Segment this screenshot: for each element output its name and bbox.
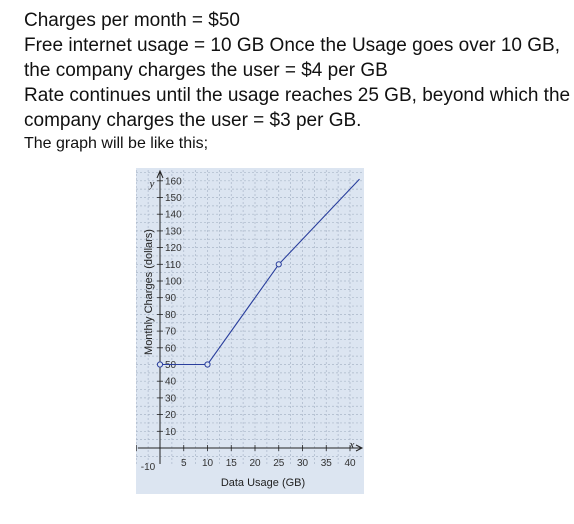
y-tick-label: 70: [165, 327, 177, 338]
statement-line-rate-3: company charges the user = $3 per GB.: [24, 110, 362, 131]
statement-line-free-usage: Free internet usage = 10 GB Once the Usa…: [24, 35, 561, 56]
y-axis-letter: y: [149, 178, 155, 190]
y-tick-label: 40: [165, 377, 177, 388]
y-tick-label: 10: [165, 427, 177, 438]
y-tick-label: 150: [165, 193, 182, 204]
y-tick-label: 130: [165, 226, 182, 237]
problem-statement: Charges per month = $50 Free internet us…: [24, 8, 570, 154]
axes: [138, 169, 364, 464]
y-axis-arrow: [156, 169, 164, 179]
open-point-marker: [275, 261, 282, 268]
data-series: [156, 178, 360, 368]
x-tick-label: 15: [226, 458, 238, 469]
open-point-marker: [156, 361, 164, 368]
x-tick-label: 35: [321, 458, 333, 469]
y-tick-label: 30: [165, 393, 177, 404]
statement-line-rate-continues: Rate continues until the usage reaches 2…: [24, 85, 571, 106]
y-tick-label: 140: [165, 210, 182, 221]
x-tick-label: 30: [297, 458, 309, 469]
statement-line-charges: Charges per month = $50: [24, 10, 240, 31]
y-tick-label: 160: [165, 176, 182, 187]
x-tick-label: 5: [181, 458, 187, 469]
x-axis-arrow: [355, 444, 364, 452]
monthly-charges-chart: 10 20 30 40 50 60 70 80 90 100 110 120 130 140 150 160 -…: [136, 168, 364, 494]
y-tick-label: 90: [165, 293, 177, 304]
y-tick-label: 60: [165, 343, 177, 354]
statement-line-rate-4: the company charges the user = $4 per GB: [24, 60, 388, 81]
x-tick-label: 40: [344, 458, 356, 469]
y-tick-label: 50: [165, 360, 177, 371]
y-tick-label: 100: [165, 277, 182, 288]
x-tick-label: 10: [202, 458, 214, 469]
y-tick-label: 20: [165, 410, 177, 421]
graph-caption: The graph will be like this;: [24, 135, 209, 152]
x-tick-label: -10: [141, 462, 156, 473]
x-axis-title: Data Usage (GB): [221, 477, 305, 489]
grid-lines: [136, 170, 364, 464]
y-axis-title: Monthly Charges (dollars): [143, 229, 155, 355]
charges-line: [160, 178, 360, 366]
y-tick-label: 110: [165, 260, 181, 271]
x-tick-label: 25: [273, 458, 285, 469]
x-tick-label: 20: [249, 458, 261, 469]
open-point-marker: [204, 361, 211, 368]
y-tick-label: 120: [165, 243, 182, 254]
tick-labels: 10 20 30 40 50 60 70 80 90 100 110 120 130 140 150 160 -…: [136, 176, 356, 473]
x-axis-letter: x: [349, 439, 355, 451]
y-tick-label: 80: [165, 310, 177, 321]
